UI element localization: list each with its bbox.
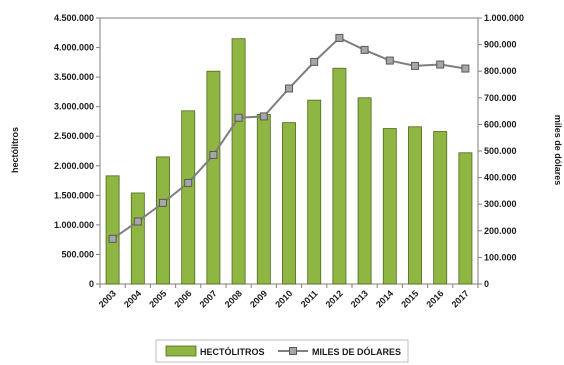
right-tick-label: 100.000	[484, 252, 517, 262]
x-tick-label-2014: 2014	[374, 288, 395, 309]
left-tick-label: 3.000.000	[54, 102, 94, 112]
right-tick-label: 300.000	[484, 199, 517, 209]
right-tick-label: 200.000	[484, 226, 517, 236]
line-point-2013	[360, 45, 369, 54]
bar-2014	[382, 128, 397, 285]
x-tick-label-2011: 2011	[299, 288, 320, 309]
bar-2004	[130, 192, 145, 285]
line-point-2004	[133, 217, 142, 226]
x-tick-label-2012: 2012	[324, 288, 345, 309]
x-tick-label-2003: 2003	[97, 288, 118, 309]
left-tick-label: 2.500.000	[54, 131, 94, 141]
bar-2006	[181, 110, 196, 285]
right-tick-label: 600.000	[484, 119, 517, 129]
left-axis-ticks: 0 500.000 1.000.000 1.500.000 2.000.000 2.500…	[54, 13, 100, 289]
line-point-2005	[159, 198, 167, 207]
line-point-2015	[411, 61, 419, 70]
right-tick-label: 1.000.000	[484, 13, 524, 23]
line-point-2003	[108, 234, 117, 243]
x-tick-label-2009: 2009	[248, 288, 269, 309]
right-tick-label: 800.000	[484, 66, 517, 76]
left-tick-label: 0	[89, 279, 94, 289]
line-point-2016	[436, 60, 445, 69]
line-point-2006	[184, 178, 193, 187]
line-point-2007	[209, 150, 218, 159]
bar-2007	[206, 70, 221, 285]
y2-axis-title: miles de dólares	[553, 115, 563, 186]
right-tick-label: 0	[484, 279, 489, 289]
x-tick-label-2010: 2010	[273, 288, 294, 309]
line-point-2014	[385, 56, 394, 65]
bar-2011	[307, 99, 322, 285]
x-tick-label-2017: 2017	[450, 288, 471, 309]
legend-label-hectolitros: HECTÓLITROS	[200, 346, 265, 357]
bar-2016	[433, 131, 448, 285]
legend: HECTÓLITROS MILES DE DÓLARES	[155, 339, 409, 363]
right-tick-label: 500.000	[484, 146, 517, 156]
line-series	[108, 33, 470, 243]
bar-2009	[256, 113, 271, 285]
right-axis-ticks: 0 100.000 200.000 300.000 400.000 500.000 600.…	[478, 13, 524, 289]
x-axis-ticks: 2003 2004 2005 2006 2007 2008 2009 2010 2011 2012…	[97, 284, 479, 310]
bar-2015	[408, 126, 422, 285]
left-tick-label: 4.500.000	[54, 13, 94, 23]
left-tick-label: 500.000	[61, 249, 94, 259]
bar-series	[105, 38, 473, 285]
x-tick-label-2007: 2007	[198, 288, 219, 309]
left-tick-label: 3.500.000	[54, 72, 94, 82]
legend-bar-swatch	[165, 345, 197, 357]
x-tick-label-2015: 2015	[399, 288, 420, 309]
legend-marker-swatch	[289, 347, 297, 355]
line-point-2010	[285, 84, 293, 93]
left-tick-label: 1.000.000	[54, 220, 94, 230]
line-point-2012	[335, 33, 344, 42]
right-tick-label: 900.000	[484, 40, 517, 50]
x-tick-label-2008: 2008	[223, 288, 244, 309]
bar-2008	[231, 38, 246, 285]
y-axis-title: hectólitros	[10, 127, 20, 173]
bar-2017	[458, 152, 473, 285]
line-point-2009	[259, 112, 268, 121]
x-tick-label-2004: 2004	[122, 288, 143, 309]
line-point-2011	[310, 57, 319, 66]
x-tick-label-2006: 2006	[172, 288, 193, 309]
right-tick-label: 700.000	[484, 93, 517, 103]
x-tick-label-2005: 2005	[147, 288, 168, 309]
bar-2005	[156, 156, 170, 285]
x-tick-label-2016: 2016	[424, 288, 445, 309]
line-point-2017	[461, 64, 470, 73]
bar-2010	[282, 122, 296, 285]
x-tick-label-2013: 2013	[349, 288, 370, 309]
left-tick-label: 1.500.000	[54, 190, 94, 200]
line-point-2008	[234, 113, 243, 122]
left-tick-label: 4.000.000	[54, 43, 94, 53]
right-tick-label: 400.000	[484, 173, 517, 183]
bar-2013	[357, 97, 372, 285]
left-tick-label: 2.000.000	[54, 161, 94, 171]
bar-2003	[105, 175, 120, 285]
legend-label-miles-de-dolares: MILES DE DÓLARES	[312, 346, 401, 357]
bar-2012	[332, 67, 347, 285]
